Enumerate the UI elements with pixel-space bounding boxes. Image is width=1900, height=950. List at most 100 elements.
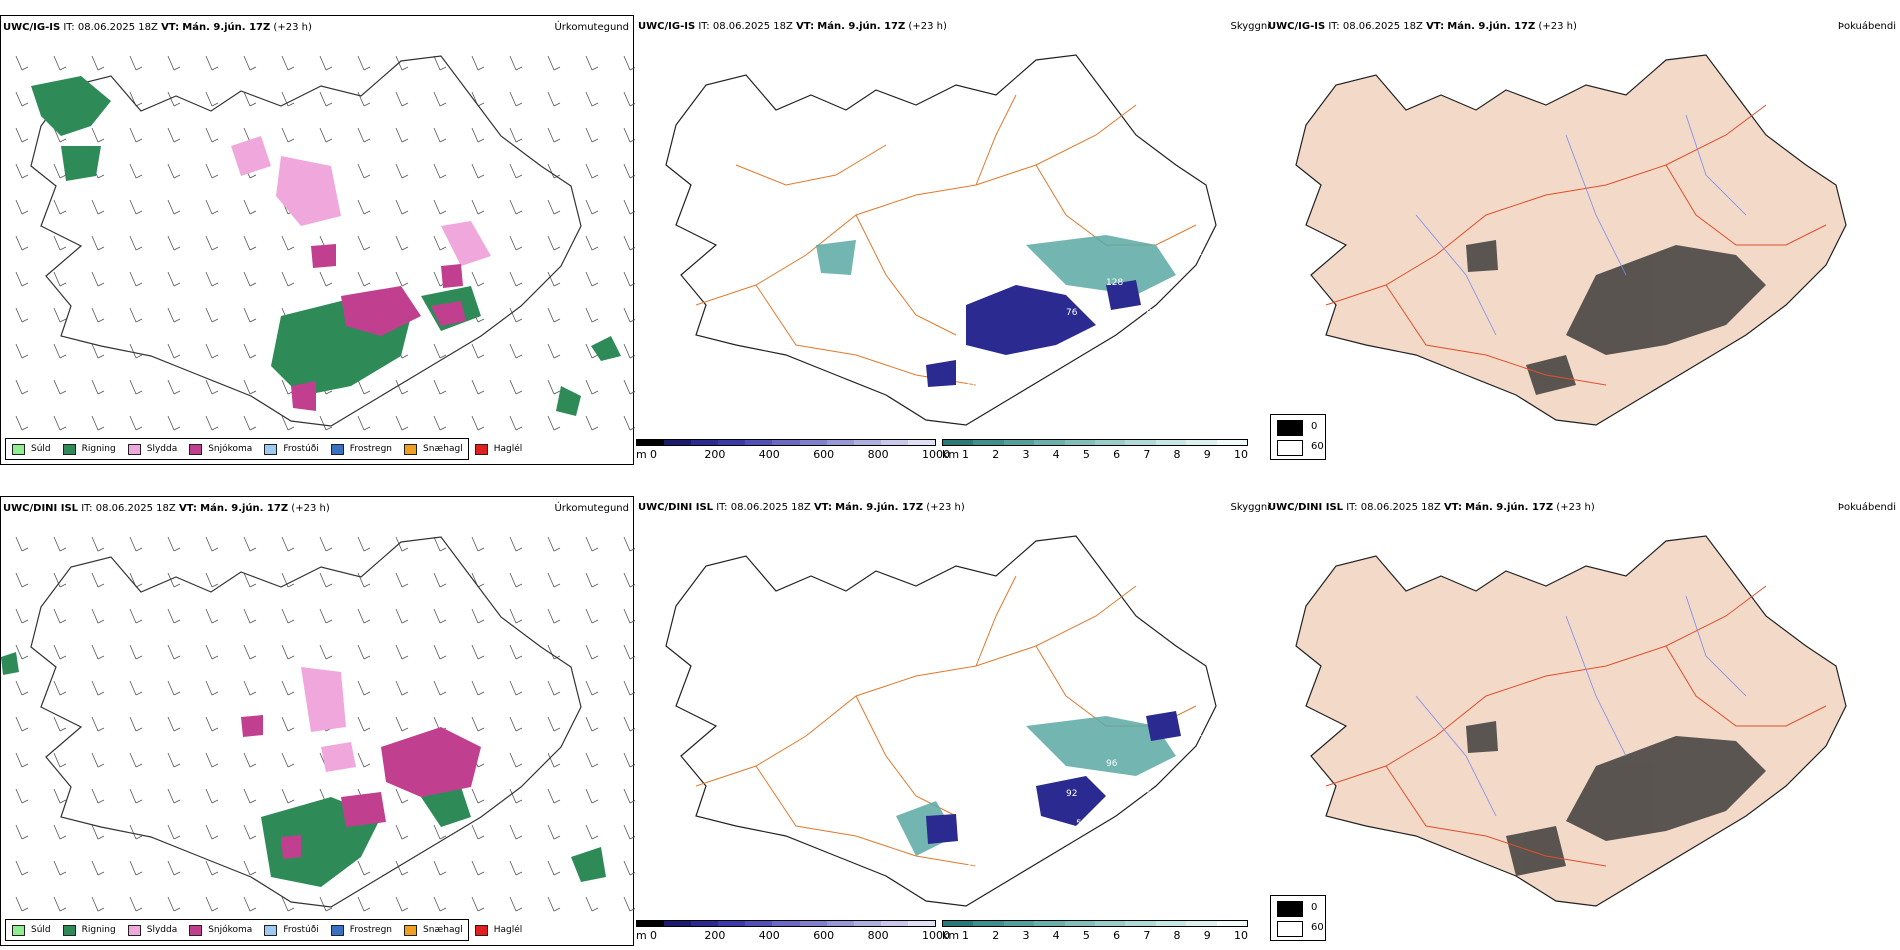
wind-barb (433, 343, 447, 359)
legend-label: Súld (31, 444, 51, 454)
wind-barb (395, 127, 409, 143)
legend-swatch (12, 924, 25, 936)
wind-barb (91, 235, 105, 251)
legend-swatch (12, 443, 25, 455)
colorbar-segment (943, 921, 974, 926)
wind-barb (205, 271, 219, 287)
legend-swatch (264, 924, 278, 936)
visibility-colorbar: km 1 2 3 4 5 6 7 8 9 10 (942, 920, 1248, 944)
wind-barb (281, 572, 295, 588)
wind-barb (547, 788, 561, 804)
low-cloud-areas (926, 711, 1181, 844)
colorbar-segment (637, 921, 665, 926)
colorbar-segment (1186, 921, 1217, 926)
wind-barb (281, 608, 295, 624)
wind-barb (243, 55, 257, 71)
wind-barb (205, 716, 219, 732)
wind-barb (129, 235, 143, 251)
fog-scale-low-swatch (1277, 420, 1303, 436)
cloudbase-map: 94 92 80 55 82 59 15 36 96 309 80 77 36 67 42 10 29 (665, 535, 1218, 907)
wind-barb (205, 127, 219, 143)
wind-barb (319, 55, 333, 71)
colorbar-segment (799, 440, 827, 445)
wind-barb (395, 55, 409, 71)
wind-barb (91, 824, 105, 840)
wind-barb (243, 860, 257, 876)
colorbar-segment (943, 440, 974, 445)
wind-barb (547, 415, 561, 431)
colorbar-tick-label: 5 (1082, 448, 1090, 461)
wind-barb (281, 91, 295, 107)
wind-barb (243, 608, 257, 624)
wind-barb (547, 307, 561, 323)
legend-swatch (474, 443, 488, 455)
wind-barb (91, 788, 105, 804)
wind-barb (243, 235, 257, 251)
cloudbase-unit: m (636, 448, 647, 461)
wind-barb (357, 644, 371, 660)
wind-barb (91, 680, 105, 696)
wind-barb (395, 680, 409, 696)
wind-barb (53, 271, 67, 287)
legend-item: Rigning (62, 443, 116, 455)
wind-barb (509, 235, 523, 251)
wind-barb (243, 680, 257, 696)
wind-barb (509, 608, 523, 624)
colorbar-tick-label: 800 (867, 448, 889, 461)
wind-barb (167, 271, 181, 287)
wind-barb (205, 752, 219, 768)
wind-barb (243, 896, 257, 912)
wind-barb (129, 572, 143, 588)
wind-barb (471, 271, 485, 287)
colorbar-tick-label: 2 (992, 448, 1000, 461)
wind-barb (623, 572, 635, 588)
wind-barb (205, 536, 219, 552)
panel-name: Þokuábendi (1837, 21, 1896, 32)
wind-barb (623, 860, 635, 876)
wind-barb (243, 415, 257, 431)
wind-barb (91, 379, 105, 395)
wind-barb (585, 788, 599, 804)
legend-label: Frostregn (349, 925, 393, 935)
wind-barb (167, 860, 181, 876)
sleet-areas (231, 136, 491, 266)
wind-barb (243, 271, 257, 287)
wind-barb (395, 896, 409, 912)
wind-barb (395, 415, 409, 431)
colorbar-segment (745, 440, 773, 445)
colorbar-segment (718, 921, 746, 926)
wind-barb (509, 644, 523, 660)
panel-title: UWC/IG-IS IT: 08.06.2025 18Z VT: Mán. 9.… (638, 21, 947, 32)
fog-index-panel-row1: UWC/IG-IS IT: 08.06.2025 18Z VT: Mán. 9.… (1266, 15, 1900, 465)
wind-barb (53, 199, 67, 215)
cloud-value-label: 85 (1146, 308, 1157, 318)
wind-barb (91, 343, 105, 359)
wind-barb (167, 572, 181, 588)
wind-barb (623, 644, 635, 660)
legend-label: Slydda (146, 444, 178, 454)
wind-barb (129, 271, 143, 287)
wind-barb (243, 788, 257, 804)
wind-barb (433, 55, 447, 71)
wind-barb (91, 415, 105, 431)
visibility-colorbar: km 1 2 3 4 5 6 7 8 9 10 (942, 439, 1248, 463)
legend-item: Haglél (474, 924, 522, 936)
legend-item: Frostúði (264, 924, 319, 936)
wind-barb (585, 752, 599, 768)
wind-barb (357, 379, 371, 395)
visibility-unit: km (942, 929, 960, 942)
wind-barb (129, 752, 143, 768)
colorbar-segment (664, 921, 692, 926)
legend-item: Slydda (127, 443, 178, 455)
cloudbase-colorbar: m 0 200 400 600 800 1000 (636, 920, 950, 944)
colorbar-tick-label: 6 (1113, 929, 1121, 942)
colorbar-tick-label: 7 (1143, 929, 1151, 942)
wind-barb (623, 788, 635, 804)
wind-barb (357, 716, 371, 732)
wind-barb (623, 680, 635, 696)
cloud-value-label: 67 (966, 864, 977, 874)
wind-barb (53, 379, 67, 395)
colorbar-segment (772, 440, 800, 445)
